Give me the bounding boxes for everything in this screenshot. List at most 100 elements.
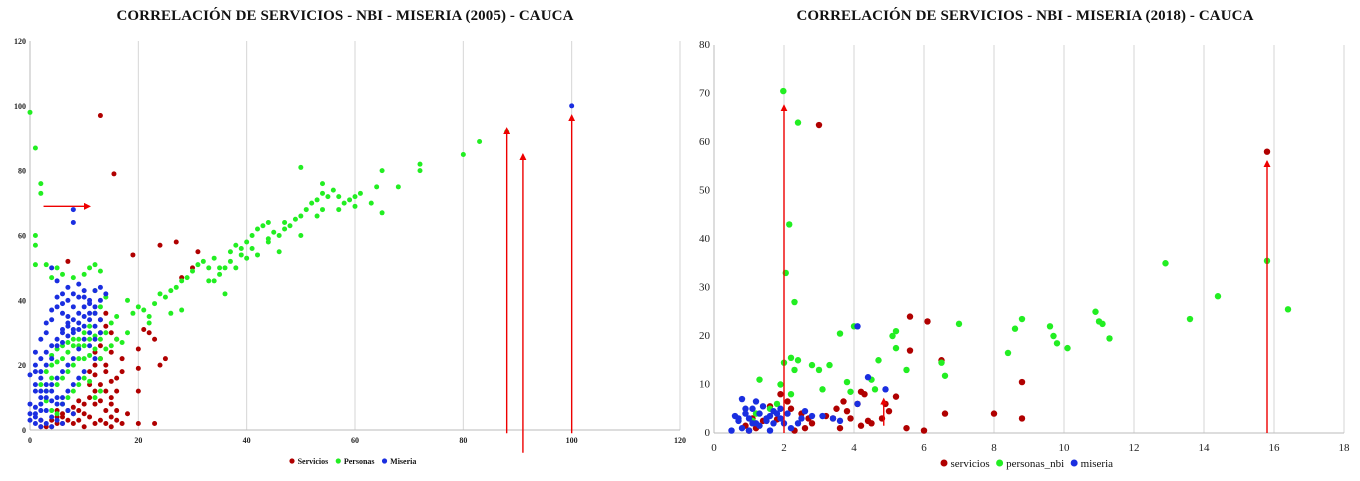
data-point (920, 427, 928, 434)
data-point (43, 382, 49, 388)
data-point (60, 401, 65, 407)
data-point (146, 320, 152, 326)
data-point (70, 362, 76, 368)
data-point (119, 339, 125, 345)
data-point (49, 343, 55, 349)
data-point (70, 356, 76, 362)
data-point (49, 375, 55, 381)
data-point (119, 421, 125, 427)
y-tick-label: 120 (14, 37, 26, 46)
data-point (1018, 315, 1026, 323)
data-point (70, 207, 76, 213)
data-point (92, 356, 98, 362)
data-point (786, 221, 793, 228)
data-point (27, 417, 33, 423)
data-point (836, 417, 844, 425)
data-point (227, 258, 233, 264)
data-point (152, 421, 158, 427)
data-point (32, 362, 38, 368)
data-point (81, 343, 87, 349)
data-point (70, 343, 76, 349)
data-point (759, 403, 767, 410)
data-point (770, 407, 777, 415)
data-point (1050, 332, 1057, 340)
data-point (1046, 323, 1054, 330)
data-point (780, 87, 787, 95)
y-tick-label: 0 (22, 426, 26, 435)
data-point (752, 398, 760, 405)
data-point (941, 372, 949, 379)
data-point (87, 378, 93, 384)
data-point (38, 401, 44, 407)
legend-marker (996, 459, 1004, 467)
data-point (97, 330, 103, 336)
x-tick-label: 20 (134, 436, 142, 445)
x-tick-label: 120 (674, 436, 686, 445)
data-point (92, 304, 98, 310)
data-point (43, 262, 49, 268)
data-point (217, 271, 223, 277)
data-point (60, 356, 65, 362)
data-point (49, 388, 55, 394)
data-point (60, 271, 65, 277)
series-personas_nbi (749, 87, 1292, 425)
y-tick-label: 80 (699, 39, 711, 51)
data-point (173, 284, 179, 290)
data-point (54, 359, 60, 365)
data-point (43, 320, 49, 326)
data-point (27, 109, 33, 115)
data-point (38, 190, 44, 196)
data-point (92, 346, 98, 352)
data-point (32, 421, 38, 427)
y-tick-label: 40 (18, 296, 26, 305)
data-point (168, 310, 174, 316)
data-point (103, 362, 109, 368)
data-point (76, 310, 82, 316)
data-point (38, 356, 44, 362)
data-point (97, 398, 103, 404)
data-point (108, 424, 114, 430)
data-point (135, 388, 141, 394)
data-point (65, 320, 71, 326)
data-point (54, 395, 60, 401)
data-point (38, 417, 44, 423)
data-point (65, 284, 71, 290)
data-point (108, 320, 114, 326)
data-point (76, 375, 82, 381)
data-point (292, 216, 298, 222)
data-point (206, 265, 212, 271)
data-point (32, 242, 38, 248)
data-point (81, 288, 87, 294)
legend-marker (335, 458, 341, 464)
data-point (43, 395, 49, 401)
data-point (1004, 349, 1012, 357)
data-point (49, 307, 55, 313)
data-point (70, 291, 76, 297)
chart-title: CORRELACIÓN DE SERVICIOS - NBI - MISERIA… (796, 8, 1254, 24)
data-point (70, 275, 76, 281)
data-point (738, 424, 746, 432)
data-point (826, 361, 833, 369)
data-point (206, 278, 212, 284)
data-point (141, 307, 147, 313)
data-point (738, 395, 746, 403)
data-point (81, 304, 87, 310)
data-point (76, 336, 82, 342)
data-point (125, 411, 130, 417)
data-point (990, 410, 998, 417)
data-point (108, 343, 114, 349)
data-point (38, 395, 44, 401)
x-tick-label: 60 (351, 436, 359, 445)
data-point (60, 369, 65, 375)
data-point (103, 330, 109, 336)
data-point (282, 220, 288, 226)
data-point (60, 327, 65, 333)
data-point (836, 330, 844, 337)
data-point (70, 421, 76, 427)
data-point (195, 249, 201, 255)
data-point (76, 408, 82, 414)
data-point (103, 388, 109, 394)
data-point (1064, 344, 1071, 352)
data-point (249, 233, 255, 238)
data-point (1099, 320, 1106, 328)
